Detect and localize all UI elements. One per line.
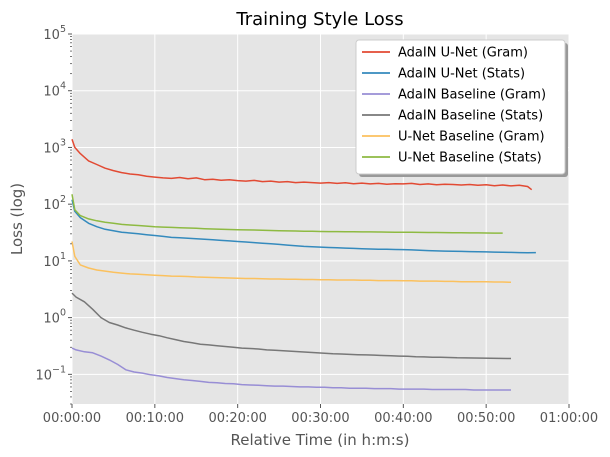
legend: AdaIN U-Net (Gram) AdaIN U-Net (Stats) Ada… — [355, 39, 568, 177]
y-tick-label: 100 — [43, 308, 66, 327]
x-tick-label: 00:10:00 — [126, 411, 184, 426]
y-tick-label: 105 — [43, 24, 66, 43]
y-axis-label: Loss (log) — [8, 183, 26, 255]
x-tick-label: 00:20:00 — [208, 411, 266, 426]
legend-entry: U-Net Baseline (Stats) — [398, 151, 542, 166]
x-tick-label: 00:50:00 — [457, 411, 515, 426]
y-tick-base: 10 — [35, 368, 52, 383]
y-tick-exponent: 2 — [60, 194, 66, 205]
y-tick-base: 10 — [43, 28, 60, 43]
legend-box — [355, 39, 566, 175]
y-tick-exponent: 3 — [60, 137, 66, 148]
legend-entry: AdaIN U-Net (Stats) — [398, 67, 525, 82]
x-tick-label: 00:30:00 — [291, 411, 349, 426]
x-tick-label: 01:00:00 — [540, 411, 598, 426]
series-line-u-net-baseline-gram — [71, 241, 512, 284]
series-line-adain-baseline-stats — [71, 292, 511, 360]
legend-entry: AdaIN Baseline (Stats) — [398, 109, 543, 124]
chart-title: Training Style Loss — [235, 9, 403, 30]
series-line-u-net-baseline-stats — [71, 194, 503, 234]
y-tick-label: 102 — [43, 194, 66, 213]
y-tick-base: 10 — [43, 255, 60, 270]
y-tick-exponent: 5 — [60, 24, 66, 35]
y-tick-base: 10 — [43, 85, 60, 100]
x-tick-label: 00:40:00 — [374, 411, 432, 426]
y-tick-exponent: 1 — [60, 251, 66, 262]
y-tick-exponent: 4 — [60, 81, 66, 92]
y-tick-label: 104 — [43, 81, 66, 100]
series-line-adain-u-net-gram — [71, 138, 533, 191]
y-tick-base: 10 — [43, 312, 60, 327]
y-tick-label: 103 — [43, 137, 66, 156]
y-tick-base: 10 — [43, 198, 60, 213]
y-tick-label: 10−1 — [35, 364, 66, 383]
grid-lines — [71, 33, 570, 404]
x-axis-label: Relative Time (in h:m:s) — [231, 431, 410, 449]
legend-entry: AdaIN Baseline (Gram) — [398, 88, 546, 103]
x-axis-ticks: 00:00:00 00:10:00 00:20:00 00:30:00 00:40:00… — [43, 404, 598, 426]
x-tick-label: 00:00:00 — [43, 411, 101, 426]
y-tick-exponent: 0 — [60, 308, 66, 319]
y-tick-base: 10 — [43, 141, 60, 156]
y-tick-exponent: −1 — [52, 364, 66, 375]
legend-entry: AdaIN U-Net (Gram) — [398, 46, 528, 61]
legend-entry: U-Net Baseline (Gram) — [398, 130, 545, 145]
series-line-adain-baseline-gram — [71, 347, 511, 391]
series-line-adain-u-net-stats — [71, 199, 536, 254]
series-layer — [71, 138, 536, 391]
y-tick-label: 101 — [43, 251, 66, 270]
